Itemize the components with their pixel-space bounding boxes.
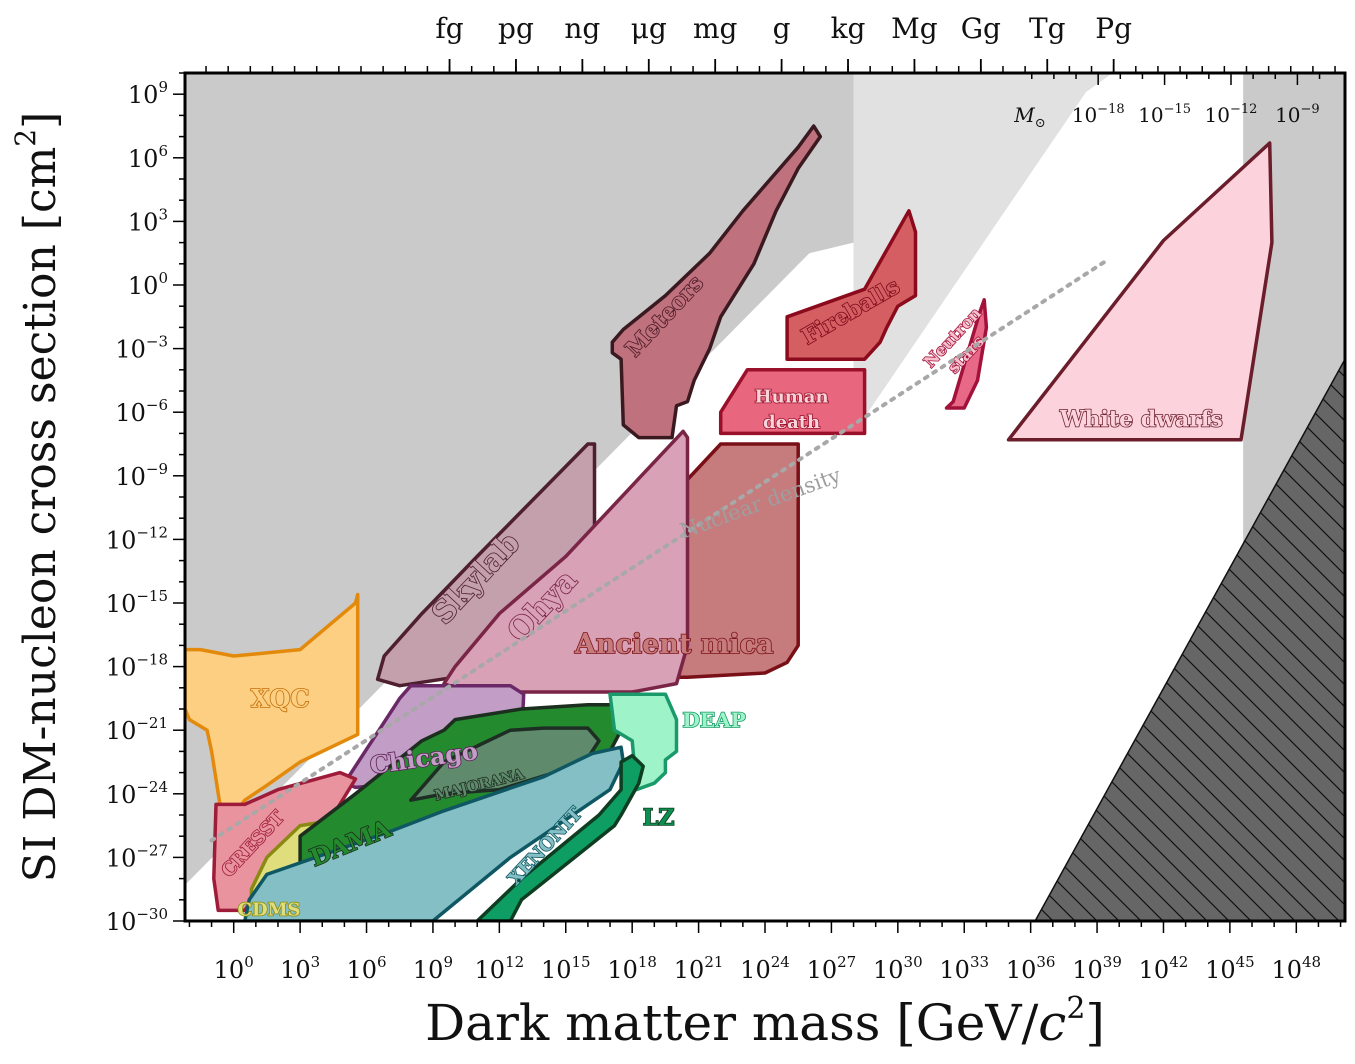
region-lz <box>475 753 645 921</box>
y-axis-label-main: SI DM-nucleon cross section [cm <box>15 147 66 883</box>
label-white-dwarfs: White dwarfs <box>1059 407 1223 433</box>
y-tick-label: 109 <box>128 78 168 109</box>
x-axis-label-exp: 2 <box>1066 991 1085 1026</box>
x-tick-label: 1036 <box>1006 953 1056 984</box>
y-tick-label: 10−21 <box>106 714 168 745</box>
experiment-regions <box>185 124 1274 921</box>
top-axis-gram-label: μg <box>631 12 667 45</box>
label-ancient-mica: Ancient mica <box>574 629 774 660</box>
region-neutron-stars <box>944 298 989 410</box>
y-tick-label: 10−6 <box>115 396 168 427</box>
solar-mass-tick-label: 10−9 <box>1275 102 1320 127</box>
x-tick-label: 1045 <box>1205 953 1255 984</box>
y-axis-label-end: ] <box>15 112 66 129</box>
solar-mass-tick-label: 10−18 <box>1072 102 1125 127</box>
x-axis-label-c: c <box>1038 994 1066 1052</box>
y-tick-label: 100 <box>128 269 168 300</box>
x-tick-label: 1024 <box>740 953 790 984</box>
x-axis-label-end: ] <box>1085 994 1105 1052</box>
top-axis-gram-label: fg <box>435 12 463 45</box>
label-lz: LZ <box>643 805 675 831</box>
solar-mass-symbol: M⊙ <box>1013 103 1045 131</box>
allowed-white-region <box>521 73 1244 921</box>
region-majorana <box>409 726 601 802</box>
y-tick-label: 106 <box>128 142 168 173</box>
solar-mass-tick-label: 10−12 <box>1205 102 1258 127</box>
y-axis-label: SI DM-nucleon cross section [cm2] <box>9 112 66 883</box>
hatched-excluded-region <box>1034 358 1345 921</box>
x-tick-label: 1042 <box>1139 953 1189 984</box>
x-tick-label: 1048 <box>1271 953 1321 984</box>
top-axis-gram-label: Tg <box>1029 12 1066 45</box>
x-tick-label: 109 <box>413 953 453 984</box>
x-tick-label: 1030 <box>873 953 923 984</box>
label-human: Human <box>755 386 829 407</box>
y-tick-label: 10−18 <box>106 651 168 682</box>
y-axis-label-exp: 2 <box>9 129 42 147</box>
axes: 100 103 106 109 1012 1015 1018 1021 1024 1027 1030… <box>106 12 1342 984</box>
top-axis-gram-label: pg <box>498 12 534 45</box>
excluded-background-regions <box>185 73 1345 921</box>
region-human-death <box>718 368 867 436</box>
y-tick-label: 10−24 <box>106 778 168 809</box>
y-tick-label: 10−12 <box>106 523 168 554</box>
region-xqc <box>185 592 360 824</box>
x-tick-label: 103 <box>280 953 320 984</box>
region-meteors <box>610 124 823 440</box>
top-axis-gram-label: mg <box>693 12 738 45</box>
region-xenonit <box>243 745 626 921</box>
x-tick-label: 1012 <box>475 953 525 984</box>
x-tick-label: 1021 <box>674 953 724 984</box>
y-tick-label: 10−30 <box>106 905 168 936</box>
y-tick-label: 10−3 <box>115 333 168 364</box>
top-axis-gram-label: kg <box>831 12 866 45</box>
top-axis-gram-label: g <box>773 12 791 45</box>
x-tick-label: 106 <box>346 953 386 984</box>
top-axis-gram-label: Pg <box>1095 12 1132 45</box>
top-axis-gram-label: ng <box>564 12 600 45</box>
x-tick-label: 100 <box>214 953 254 984</box>
x-tick-label: 1033 <box>939 953 989 984</box>
label-death: death <box>763 412 820 433</box>
x-tick-label: 1015 <box>541 953 591 984</box>
label-cdms: CDMS <box>238 899 301 920</box>
top-axis-gram-label: Mg <box>891 12 938 45</box>
y-tick-label: 10−27 <box>106 841 168 872</box>
solar-mass-tick-label: 10−15 <box>1138 102 1191 127</box>
region-fireballs <box>785 209 918 361</box>
x-axis-label-main: Dark matter mass [GeV/ <box>425 994 1038 1052</box>
nuclear-density-line <box>209 257 1111 843</box>
top-axis-gram-label: Gg <box>961 12 1001 45</box>
x-tick-label: 1039 <box>1072 953 1122 984</box>
y-tick-label: 10−9 <box>115 460 168 491</box>
region-deap <box>608 692 679 792</box>
x-tick-label: 1018 <box>607 953 657 984</box>
region-ohya <box>442 429 690 694</box>
y-tick-label: 103 <box>128 205 168 236</box>
label-deap: DEAP <box>683 708 746 732</box>
x-axis-label: Dark matter mass [GeV/c2] <box>425 991 1105 1052</box>
x-tick-label: 1027 <box>807 953 857 984</box>
y-tick-label: 10−15 <box>106 587 168 618</box>
region-white-dwarfs <box>1006 141 1274 442</box>
label-xqc: XQC <box>251 684 310 713</box>
